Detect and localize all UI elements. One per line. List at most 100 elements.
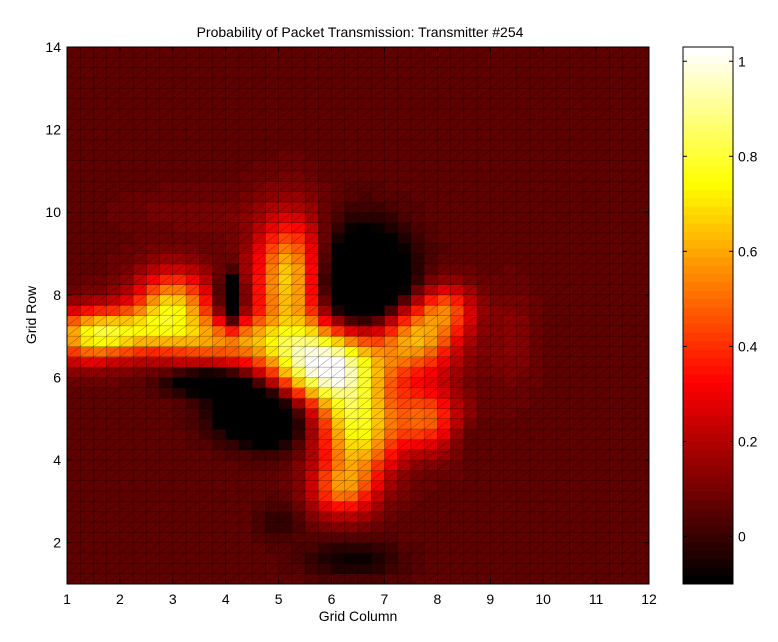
heatmap-cell [477, 108, 491, 120]
heatmap-cell [609, 356, 623, 368]
heatmap-cell [371, 367, 385, 378]
heatmap-cell [371, 470, 385, 482]
heatmap-cell [172, 563, 187, 575]
heatmap-cell [305, 253, 319, 265]
heatmap-cell [305, 170, 319, 182]
heatmap-cell [106, 470, 121, 482]
heatmap-cell [569, 429, 584, 440]
heatmap-cell [159, 139, 174, 151]
heatmap-cell [437, 160, 451, 172]
heatmap-cell [622, 418, 637, 430]
heatmap-cell [146, 57, 160, 69]
heatmap-cell [490, 108, 504, 120]
heatmap-cell [358, 336, 372, 347]
heatmap-cell [318, 139, 332, 151]
heatmap-cell [556, 325, 571, 337]
heatmap-cell [212, 491, 227, 502]
heatmap-cell [67, 284, 81, 296]
heatmap-cell [238, 201, 253, 213]
heatmap-cell [358, 181, 372, 192]
heatmap-cell [172, 346, 187, 358]
heatmap-cell [199, 377, 213, 389]
heatmap-cell [424, 480, 438, 492]
heatmap-cell [371, 563, 385, 575]
heatmap-cell [569, 129, 584, 141]
heatmap-cell [450, 501, 465, 513]
heatmap-cell [305, 201, 319, 213]
heatmap-cell [622, 170, 637, 182]
heatmap-cell [397, 232, 412, 244]
heatmap-cells [67, 47, 650, 585]
heatmap-cell [358, 212, 372, 223]
heatmap-cell [278, 108, 293, 120]
heatmap-cell [463, 408, 478, 420]
heatmap-cell [529, 367, 544, 378]
heatmap-cell [384, 387, 399, 399]
heatmap-cell [252, 418, 266, 430]
heatmap-cell [463, 418, 478, 430]
heatmap-cell [199, 108, 213, 120]
heatmap-cell [371, 284, 385, 296]
heatmap-cell [529, 284, 544, 296]
heatmap-cell [291, 542, 306, 554]
colorbar-band [683, 172, 733, 182]
heatmap-cell [450, 201, 465, 213]
heatmap-cell [556, 356, 571, 368]
heatmap-cell [212, 98, 227, 110]
heatmap-cell [212, 170, 227, 182]
colorbar-band [683, 223, 733, 232]
heatmap-cell [265, 367, 280, 378]
heatmap-cell [265, 222, 280, 234]
heatmap-cell [503, 150, 518, 161]
heatmap-cell [529, 325, 544, 337]
heatmap-cell [93, 501, 108, 513]
heatmap-cell [609, 346, 623, 358]
heatmap-cell [291, 460, 306, 471]
heatmap-cell [119, 160, 134, 172]
heatmap-cell [543, 201, 557, 213]
heatmap-cell [384, 57, 399, 69]
heatmap-cell [384, 522, 399, 533]
heatmap-cell [490, 522, 504, 533]
heatmap-cell [331, 532, 346, 544]
heatmap-cell [238, 325, 253, 337]
heatmap-cell [278, 201, 293, 213]
heatmap-cell [146, 325, 160, 337]
heatmap-cell [344, 129, 359, 141]
heatmap-cell [291, 274, 306, 285]
heatmap-cell [358, 232, 372, 244]
heatmap-cell [172, 387, 187, 399]
heatmap-cell [424, 377, 438, 389]
heatmap-cell [212, 522, 227, 533]
heatmap-cell [80, 57, 94, 69]
heatmap-cell [252, 429, 266, 440]
heatmap-cell [344, 563, 359, 575]
heatmap-cell [93, 232, 108, 244]
heatmap-cell [371, 336, 385, 347]
heatmap-cell [424, 346, 438, 358]
heatmap-cell [238, 408, 253, 420]
heatmap-cell [80, 315, 94, 327]
heatmap-cell [543, 346, 557, 358]
heatmap-cell [278, 67, 293, 79]
colorbar-band [683, 88, 733, 98]
heatmap-cell [67, 253, 81, 265]
heatmap-cell [199, 201, 213, 213]
heatmap-cell [106, 367, 121, 378]
heatmap-cell [93, 356, 108, 368]
heatmap-cell [225, 532, 240, 544]
heatmap-cell [331, 398, 346, 409]
heatmap-cell [609, 398, 623, 409]
heatmap-cell [569, 387, 584, 399]
heatmap-cell [424, 418, 438, 430]
heatmap-cell [424, 429, 438, 440]
heatmap-cell [516, 563, 531, 575]
heatmap-cell [67, 315, 81, 327]
heatmap-cell [556, 57, 571, 69]
heatmap-cell [252, 480, 266, 492]
heatmap-cell [172, 294, 187, 306]
heatmap-cell [344, 501, 359, 513]
heatmap-cell [424, 77, 438, 89]
heatmap-cell [529, 191, 544, 203]
heatmap-cell [318, 563, 332, 575]
